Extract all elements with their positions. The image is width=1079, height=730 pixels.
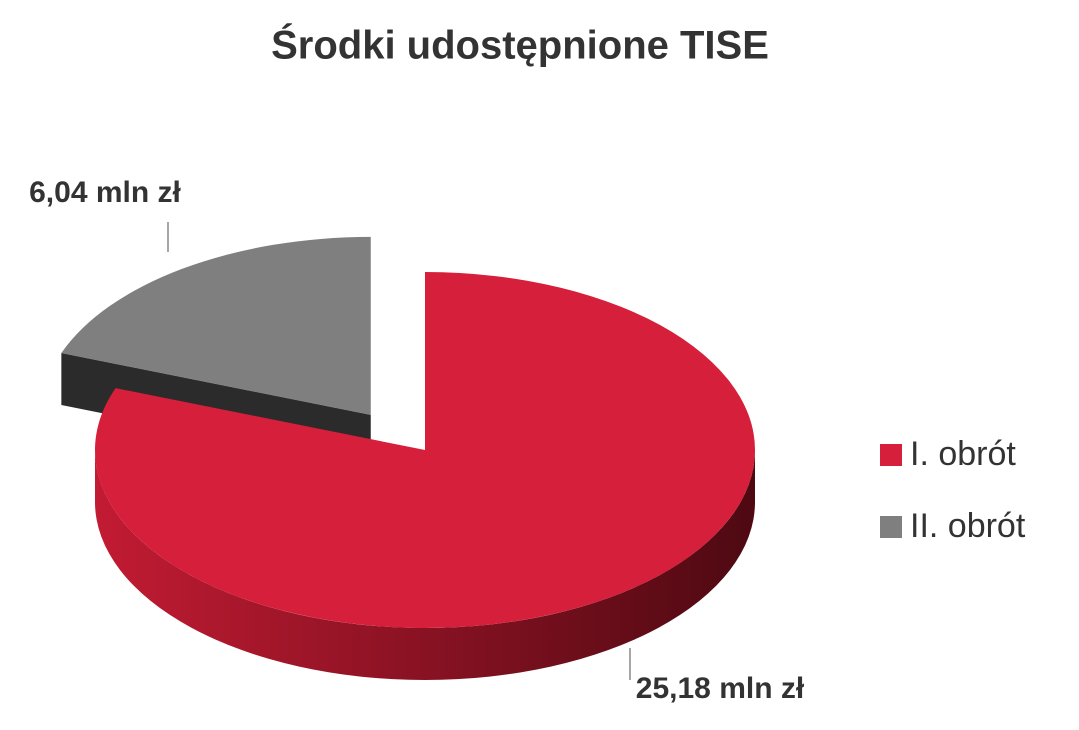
slice [95,272,755,628]
chart-title: Środki udostępnione TISE [271,22,769,68]
legend-label: II. obrót [910,507,1026,545]
legend-label: I. obrót [910,435,1016,473]
slice [61,236,371,415]
data-label: 25,18 mln zł [636,672,805,705]
legend-swatch [880,516,902,538]
slice-side [95,450,755,680]
data-label: 6,04 mln zł [29,176,181,209]
legend-swatch [880,444,902,466]
